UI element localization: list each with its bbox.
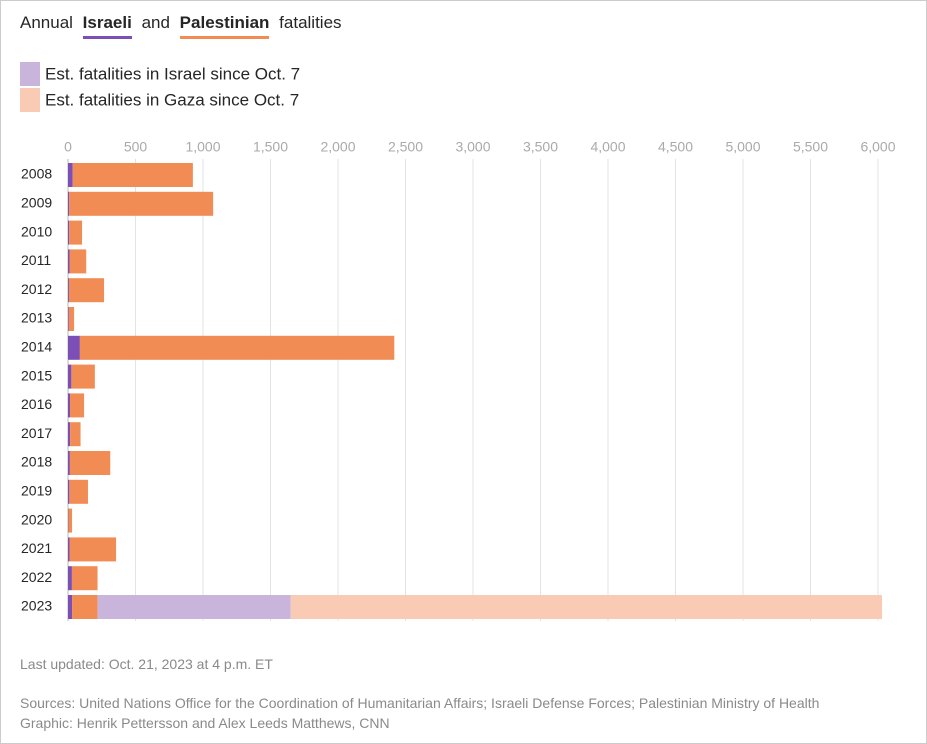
x-tick-label: 6,000 <box>860 139 895 155</box>
title-text: fatalities <box>279 13 342 32</box>
bar <box>69 479 88 504</box>
bar <box>68 249 70 274</box>
y-tick-label: 2013 <box>21 310 52 326</box>
x-tick-label: 1,500 <box>253 139 288 155</box>
y-tick-label: 2015 <box>21 367 52 383</box>
bar <box>68 479 70 504</box>
bar <box>68 220 70 245</box>
bar <box>69 537 117 562</box>
bar <box>68 595 73 619</box>
chart: Est. fatalities in Israel since Oct. 7 Es… <box>20 62 896 621</box>
y-tick-label: 2009 <box>21 195 52 211</box>
bar <box>68 364 72 389</box>
y-tick-label: 2022 <box>21 569 52 585</box>
x-tick-label: 0 <box>64 139 72 155</box>
bar <box>71 364 95 389</box>
chart-title: Annual Israeli and Palestinian fatalitie… <box>20 13 342 39</box>
bar <box>71 566 98 591</box>
legend-label: Est. fatalities in Israel since Oct. 7 <box>45 64 300 83</box>
legend-entry: Israeli <box>82 13 132 39</box>
x-tick-label: 2,500 <box>388 139 423 155</box>
y-tick-label: 2016 <box>21 396 52 412</box>
legend-label: Est. fatalities in Gaza since Oct. 7 <box>45 90 299 109</box>
bar <box>68 307 69 331</box>
bar <box>68 191 70 216</box>
x-tick-label: 4,000 <box>590 139 625 155</box>
bar <box>68 508 73 533</box>
bar <box>68 163 73 187</box>
bar <box>68 537 70 562</box>
x-tick-label: 4,500 <box>658 139 693 155</box>
y-tick-label: 2011 <box>21 252 51 268</box>
y-tick-label: 2018 <box>21 454 52 470</box>
y-tick-label: 2023 <box>21 598 52 614</box>
bar <box>290 595 883 619</box>
bar <box>69 191 214 216</box>
y-tick-label: 2014 <box>21 339 52 355</box>
bar <box>79 335 395 360</box>
title-text: and <box>141 13 170 32</box>
x-tick-label: 3,000 <box>455 139 490 155</box>
bar <box>69 220 83 245</box>
bar <box>72 163 193 187</box>
x-tick-label: 5,000 <box>725 139 760 155</box>
x-tick-label: 5,500 <box>793 139 828 155</box>
bar <box>72 595 98 619</box>
credit: Graphic: Henrik Pettersson and Alex Leed… <box>20 715 390 731</box>
sources: Sources: United Nations Office for the C… <box>20 695 820 711</box>
bar <box>70 422 81 447</box>
bar <box>70 393 85 418</box>
legend-entry: Palestinian <box>179 13 270 39</box>
y-tick-label: 2012 <box>21 281 52 297</box>
bar <box>68 422 71 447</box>
bar <box>68 451 70 475</box>
bar <box>69 451 111 475</box>
legend-swatch <box>20 62 40 86</box>
bar <box>68 335 80 360</box>
y-tick-label: 2017 <box>21 425 52 441</box>
legend-swatch <box>20 88 40 112</box>
x-tick-label: 3,500 <box>523 139 558 155</box>
bar <box>69 249 87 274</box>
title-text: Annual <box>20 13 73 32</box>
bar <box>68 278 69 303</box>
y-tick-label: 2019 <box>21 483 52 499</box>
last-updated: Last updated: Oct. 21, 2023 at 4 p.m. ET <box>20 656 273 672</box>
bar <box>97 595 291 619</box>
bar <box>68 278 105 303</box>
bar <box>68 307 75 331</box>
x-tick-label: 2,000 <box>320 139 355 155</box>
y-tick-label: 2008 <box>21 166 52 182</box>
x-tick-label: 1,000 <box>185 139 220 155</box>
y-tick-label: 2010 <box>21 223 52 239</box>
x-tick-label: 500 <box>124 139 148 155</box>
bar <box>68 566 72 591</box>
y-tick-label: 2021 <box>21 540 52 556</box>
bar <box>68 393 71 418</box>
y-tick-label: 2020 <box>21 511 52 527</box>
